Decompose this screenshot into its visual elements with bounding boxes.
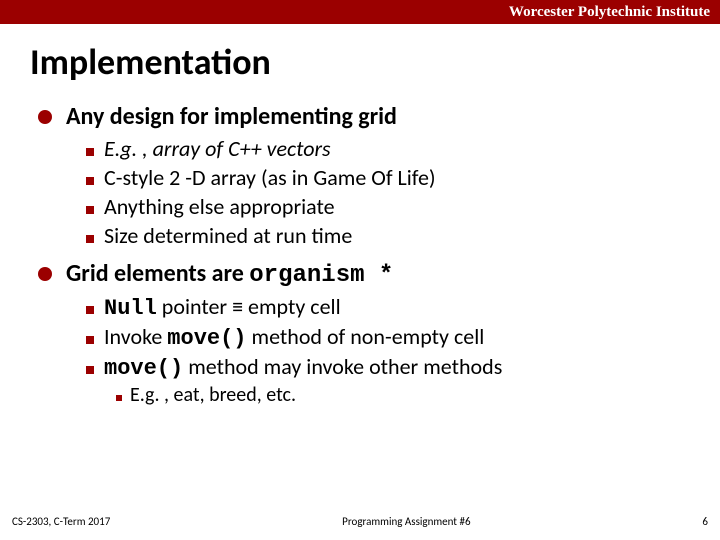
- l1-text: Grid elements are organism *: [66, 259, 393, 289]
- bullet-l3: E.g. , eat, breed, etc.: [116, 383, 720, 407]
- l2-text: Anything else appropriate: [104, 193, 335, 220]
- bullet-l2: E.g. , array of C++ vectors: [86, 135, 720, 162]
- institute-name: Worcester Polytechnic Institute: [509, 4, 710, 21]
- square-bullet-icon: [86, 148, 94, 156]
- bullet-l1: Grid elements are organism *: [38, 259, 720, 289]
- circle-bullet-icon: [38, 110, 52, 124]
- square-bullet-small-icon: [116, 395, 122, 401]
- footer: CS-2303, C-Term 2017 Programming Assignm…: [0, 515, 720, 528]
- l2-text: move() method may invoke other methods: [104, 353, 502, 381]
- l2-text: C-style 2 -D array (as in Game Of Life): [104, 164, 436, 191]
- square-bullet-icon: [86, 206, 94, 214]
- square-bullet-icon: [86, 235, 94, 243]
- l3-text: E.g. , eat, breed, etc.: [130, 383, 296, 407]
- l2-group: Null pointer ≡ empty cell Invoke move() …: [86, 293, 720, 407]
- l2-text: Size determined at run time: [104, 222, 352, 249]
- bullet-l2: Anything else appropriate: [86, 193, 720, 220]
- slide-title: Implementation: [30, 40, 720, 84]
- bullet-l2: C-style 2 -D array (as in Game Of Life): [86, 164, 720, 191]
- l2-text: E.g. , array of C++ vectors: [104, 135, 331, 162]
- l2-text: Null pointer ≡ empty cell: [104, 293, 341, 321]
- bullet-l2: move() method may invoke other methods: [86, 353, 720, 381]
- square-bullet-icon: [86, 366, 94, 374]
- l2-text: Invoke move() method of non-empty cell: [104, 323, 484, 351]
- header-bar: Worcester Polytechnic Institute: [0, 0, 720, 24]
- l1-text: Any design for implementing grid: [66, 102, 397, 131]
- square-bullet-icon: [86, 306, 94, 314]
- bullet-l2: Null pointer ≡ empty cell: [86, 293, 720, 321]
- footer-page-number: 6: [702, 515, 708, 528]
- slide: Worcester Polytechnic Institute Implemen…: [0, 0, 720, 540]
- bullet-l1: Any design for implementing grid: [38, 102, 720, 131]
- l3-group: E.g. , eat, breed, etc.: [116, 383, 720, 407]
- content-body: Any design for implementing grid E.g. , …: [38, 102, 720, 407]
- l2-group: E.g. , array of C++ vectors C-style 2 -D…: [86, 135, 720, 249]
- bullet-l2: Invoke move() method of non-empty cell: [86, 323, 720, 351]
- footer-left: CS-2303, C-Term 2017: [12, 515, 110, 528]
- square-bullet-icon: [86, 336, 94, 344]
- square-bullet-icon: [86, 177, 94, 185]
- bullet-l2: Size determined at run time: [86, 222, 720, 249]
- circle-bullet-icon: [38, 267, 52, 281]
- footer-center: Programming Assignment #6: [110, 515, 702, 528]
